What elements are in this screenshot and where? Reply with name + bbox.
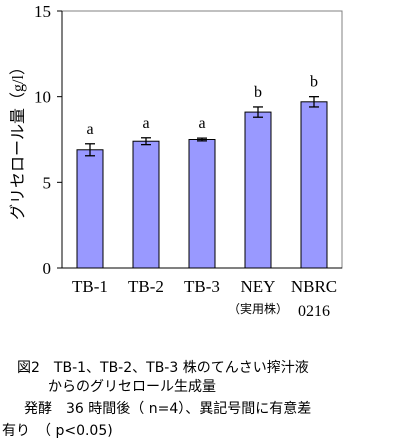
bar-3 [188,139,216,269]
chart-labels: a TB-1 a TB-2 a TB-3 b NEY （実用株） b NBRC 0216 [72,74,337,320]
y-axis-label: グリセロール量（g/l） [9,59,27,220]
category-label-1: TB-1 [72,277,108,296]
chart-axes: 0 5 10 15 グリセロール量（g/l） [9,2,343,278]
bar-2 [132,140,160,269]
significance-label-2: a [142,115,149,132]
bar-1 [76,149,104,269]
significance-label-1: a [86,121,93,138]
figure-caption-line-1: 図2 TB-1、TB-2、TB-3 株のてんさい搾汁液 [17,360,309,376]
figure-caption-line-4: 有り （ p<0.05) [2,423,113,439]
bar-5 [300,101,328,269]
category-sublabel-4: （実用株） [228,301,288,316]
category-label-2: TB-2 [128,277,164,296]
y-tick-label: 15 [34,2,51,21]
bar-chart: 0 5 10 15 グリセロール量（g/l） a TB-1 a TB-2 a TB-3 b NEY （実… [9,2,343,320]
chart-bars [76,96,328,269]
category-label-4: NEY [241,277,276,296]
bar-4 [244,111,272,269]
category-sublabel-5: 0216 [298,303,330,320]
y-tick-label: 0 [43,259,52,278]
figure-caption-line-3: 発酵 36 時間後（ n=4）、異記号間に有意差 [24,401,312,417]
y-tick-label: 5 [43,173,52,192]
significance-label-5: b [310,74,318,91]
category-label-3: TB-3 [184,277,220,296]
y-tick-label: 10 [34,88,51,107]
category-label-5: NBRC [291,277,337,296]
significance-label-4: b [254,84,262,101]
significance-label-3: a [198,115,205,132]
figure-caption-line-2: からのグリセロール生成量 [48,379,216,395]
